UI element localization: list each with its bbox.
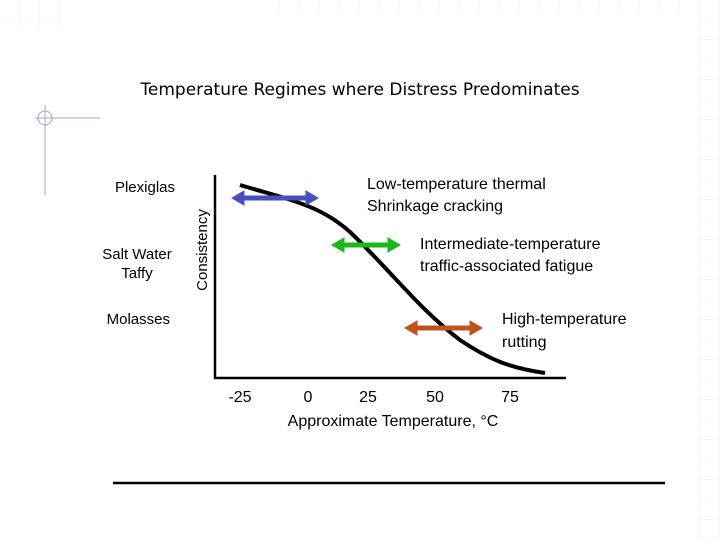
regime-label: rutting — [502, 334, 546, 351]
x-tick-label: -25 — [228, 389, 251, 406]
title: Temperature Regimes where Distress Predo… — [139, 80, 579, 100]
y-axis-label: Consistency — [194, 209, 211, 291]
x-axis-label: Approximate Temperature, °C — [288, 413, 499, 430]
arrows — [231, 190, 483, 336]
x-tick-label: 0 — [304, 389, 313, 406]
regime-label: High-temperature — [502, 311, 627, 328]
consistency-curve — [239, 183, 546, 375]
background-grid — [695, 0, 720, 540]
regime-arrow — [404, 320, 483, 336]
background-grid — [260, 0, 720, 14]
level-label: Taffy — [121, 265, 153, 282]
level-label: Plexiglas — [115, 179, 175, 196]
x-tick-label: 25 — [359, 389, 377, 406]
decor-circle — [37, 110, 53, 126]
x-tick-label: 75 — [501, 389, 519, 406]
x-tick-label: 50 — [426, 389, 444, 406]
regime-arrow — [331, 237, 401, 253]
level-label: Molasses — [107, 311, 170, 328]
background-grid — [0, 0, 60, 30]
regime-arrow — [231, 190, 319, 206]
regime-label: Low-temperature thermal — [367, 176, 546, 193]
regime-label: traffic-associated fatigue — [420, 258, 593, 275]
regime-label: Intermediate-temperature — [420, 236, 601, 253]
level-label: Salt Water — [102, 246, 171, 263]
regime-label: Shrinkage cracking — [367, 198, 503, 215]
